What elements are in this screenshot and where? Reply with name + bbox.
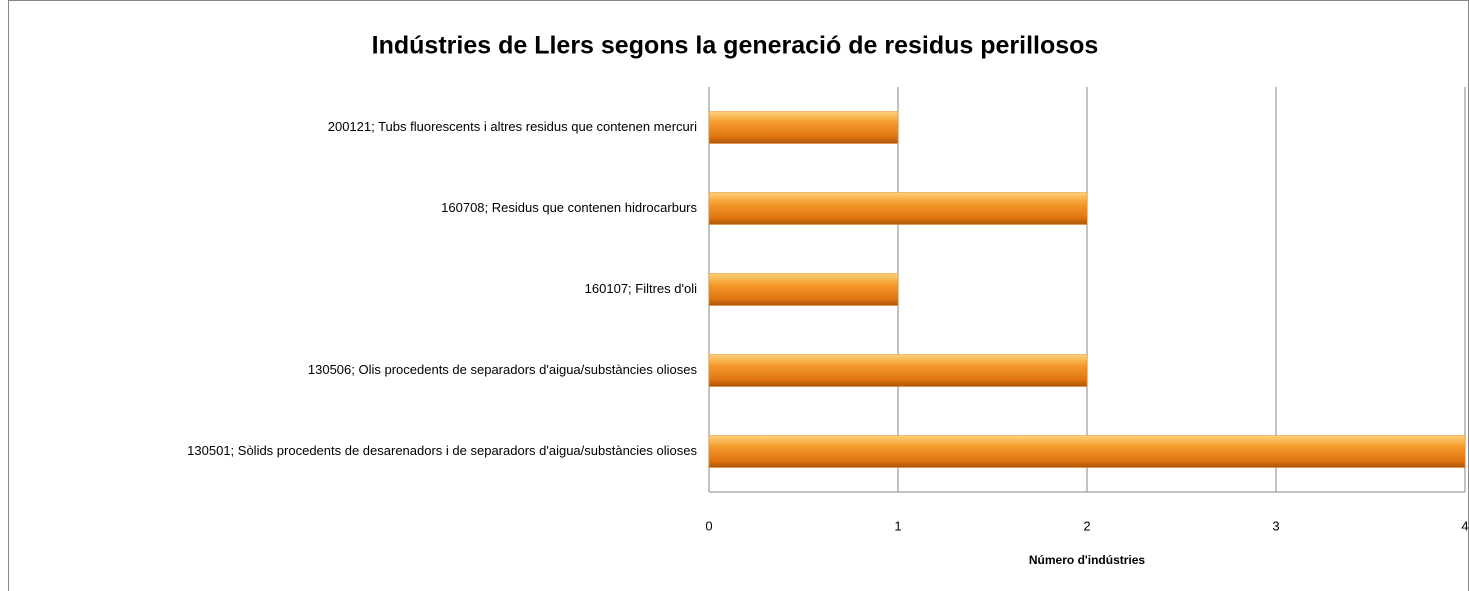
- bar: [708, 354, 1088, 387]
- y-tick-label: 160107; Filtres d'oli: [585, 281, 697, 296]
- x-tick-label: 4: [1461, 518, 1468, 533]
- x-axis-label: Número d'indústries: [1029, 553, 1146, 567]
- x-tick-label: 1: [894, 518, 901, 533]
- y-tick-label: 160708; Residus que contenen hidrocarbur…: [441, 200, 697, 215]
- x-tick-label: 2: [1083, 518, 1090, 533]
- y-tick-label: 130501; Sòlids procedents de desarenador…: [187, 443, 697, 458]
- y-tick-label: 130506; Olis procedents de separadors d'…: [308, 362, 698, 377]
- bar: [708, 273, 899, 306]
- bar: [708, 111, 899, 144]
- y-tick-label: 200121; Tubs fluorescents i altres resid…: [328, 119, 697, 134]
- bar: [708, 435, 1466, 468]
- x-tick-label: 0: [705, 518, 712, 533]
- x-tick-label: 3: [1272, 518, 1279, 533]
- bar: [708, 192, 1088, 225]
- chart-title: Indústries de Llers segons la generació …: [372, 32, 1099, 60]
